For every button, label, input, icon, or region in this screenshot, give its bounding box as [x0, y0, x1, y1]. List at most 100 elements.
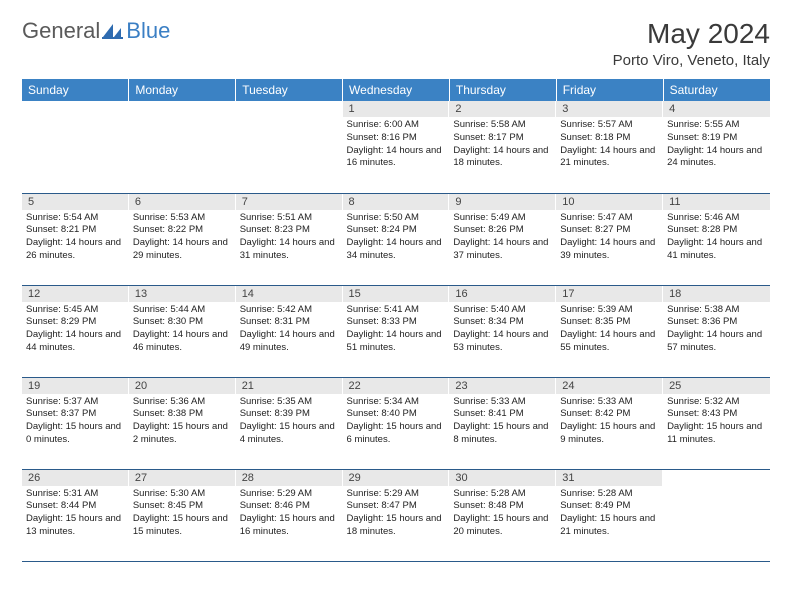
day-number: 22: [343, 378, 450, 394]
calendar-cell: 7Sunrise: 5:51 AMSunset: 8:23 PMDaylight…: [236, 193, 343, 285]
day-number: 25: [663, 378, 770, 394]
weekday-header: Saturday: [663, 79, 770, 101]
calendar-cell: 11Sunrise: 5:46 AMSunset: 8:28 PMDayligh…: [663, 193, 770, 285]
day-details: Sunrise: 6:00 AMSunset: 8:16 PMDaylight:…: [343, 117, 450, 174]
calendar-cell: 30Sunrise: 5:28 AMSunset: 8:48 PMDayligh…: [449, 469, 556, 561]
day-details: Sunrise: 5:30 AMSunset: 8:45 PMDaylight:…: [129, 486, 236, 543]
calendar-cell: 2Sunrise: 5:58 AMSunset: 8:17 PMDaylight…: [449, 101, 556, 193]
day-number: 20: [129, 378, 236, 394]
location: Porto Viro, Veneto, Italy: [613, 52, 770, 69]
day-number: 6: [129, 194, 236, 210]
day-number: 31: [556, 470, 663, 486]
day-number: 18: [663, 286, 770, 302]
calendar-cell: 18Sunrise: 5:38 AMSunset: 8:36 PMDayligh…: [663, 285, 770, 377]
day-number: 14: [236, 286, 343, 302]
day-number: 28: [236, 470, 343, 486]
day-details: Sunrise: 5:29 AMSunset: 8:47 PMDaylight:…: [343, 486, 450, 543]
day-details: Sunrise: 5:55 AMSunset: 8:19 PMDaylight:…: [663, 117, 770, 174]
day-details: Sunrise: 5:46 AMSunset: 8:28 PMDaylight:…: [663, 210, 770, 267]
day-details: Sunrise: 5:40 AMSunset: 8:34 PMDaylight:…: [449, 302, 556, 359]
day-details: [663, 486, 770, 505]
day-number: 3: [556, 101, 663, 117]
day-number: 16: [449, 286, 556, 302]
day-number: 29: [343, 470, 450, 486]
day-number: 21: [236, 378, 343, 394]
calendar-table: Sunday Monday Tuesday Wednesday Thursday…: [22, 79, 770, 562]
calendar-cell: 20Sunrise: 5:36 AMSunset: 8:38 PMDayligh…: [129, 377, 236, 469]
weekday-header: Monday: [129, 79, 236, 101]
logo-sail-icon: [102, 22, 124, 40]
calendar-cell: 25Sunrise: 5:32 AMSunset: 8:43 PMDayligh…: [663, 377, 770, 469]
title-block: May 2024 Porto Viro, Veneto, Italy: [613, 18, 770, 69]
calendar-cell: 31Sunrise: 5:28 AMSunset: 8:49 PMDayligh…: [556, 469, 663, 561]
day-details: Sunrise: 5:32 AMSunset: 8:43 PMDaylight:…: [663, 394, 770, 451]
calendar-cell: 15Sunrise: 5:41 AMSunset: 8:33 PMDayligh…: [343, 285, 450, 377]
day-number: 11: [663, 194, 770, 210]
calendar-cell: 23Sunrise: 5:33 AMSunset: 8:41 PMDayligh…: [449, 377, 556, 469]
calendar-body: 1Sunrise: 6:00 AMSunset: 8:16 PMDaylight…: [22, 101, 770, 561]
calendar-cell: 17Sunrise: 5:39 AMSunset: 8:35 PMDayligh…: [556, 285, 663, 377]
calendar-week-row: 5Sunrise: 5:54 AMSunset: 8:21 PMDaylight…: [22, 193, 770, 285]
day-details: Sunrise: 5:38 AMSunset: 8:36 PMDaylight:…: [663, 302, 770, 359]
day-details: Sunrise: 5:35 AMSunset: 8:39 PMDaylight:…: [236, 394, 343, 451]
calendar-cell: 6Sunrise: 5:53 AMSunset: 8:22 PMDaylight…: [129, 193, 236, 285]
calendar-cell: 21Sunrise: 5:35 AMSunset: 8:39 PMDayligh…: [236, 377, 343, 469]
calendar-cell: 10Sunrise: 5:47 AMSunset: 8:27 PMDayligh…: [556, 193, 663, 285]
day-number: 15: [343, 286, 450, 302]
calendar-week-row: 26Sunrise: 5:31 AMSunset: 8:44 PMDayligh…: [22, 469, 770, 561]
day-details: Sunrise: 5:28 AMSunset: 8:49 PMDaylight:…: [556, 486, 663, 543]
day-details: Sunrise: 5:58 AMSunset: 8:17 PMDaylight:…: [449, 117, 556, 174]
calendar-week-row: 19Sunrise: 5:37 AMSunset: 8:37 PMDayligh…: [22, 377, 770, 469]
day-number: 27: [129, 470, 236, 486]
calendar-cell: [22, 101, 129, 193]
day-details: Sunrise: 5:34 AMSunset: 8:40 PMDaylight:…: [343, 394, 450, 451]
day-number: 30: [449, 470, 556, 486]
weekday-header: Thursday: [449, 79, 556, 101]
day-details: Sunrise: 5:51 AMSunset: 8:23 PMDaylight:…: [236, 210, 343, 267]
day-details: Sunrise: 5:50 AMSunset: 8:24 PMDaylight:…: [343, 210, 450, 267]
day-details: Sunrise: 5:28 AMSunset: 8:48 PMDaylight:…: [449, 486, 556, 543]
header: General Blue May 2024 Porto Viro, Veneto…: [22, 18, 770, 69]
calendar-cell: 1Sunrise: 6:00 AMSunset: 8:16 PMDaylight…: [343, 101, 450, 193]
day-number: 13: [129, 286, 236, 302]
calendar-cell: 12Sunrise: 5:45 AMSunset: 8:29 PMDayligh…: [22, 285, 129, 377]
weekday-header: Wednesday: [343, 79, 450, 101]
day-number: 8: [343, 194, 450, 210]
calendar-cell: 4Sunrise: 5:55 AMSunset: 8:19 PMDaylight…: [663, 101, 770, 193]
day-number: 23: [449, 378, 556, 394]
calendar-cell: 5Sunrise: 5:54 AMSunset: 8:21 PMDaylight…: [22, 193, 129, 285]
weekday-header: Friday: [556, 79, 663, 101]
day-number: 12: [22, 286, 129, 302]
day-details: Sunrise: 5:39 AMSunset: 8:35 PMDaylight:…: [556, 302, 663, 359]
calendar-cell: 27Sunrise: 5:30 AMSunset: 8:45 PMDayligh…: [129, 469, 236, 561]
weekday-header: Tuesday: [236, 79, 343, 101]
day-details: Sunrise: 5:42 AMSunset: 8:31 PMDaylight:…: [236, 302, 343, 359]
day-details: Sunrise: 5:36 AMSunset: 8:38 PMDaylight:…: [129, 394, 236, 451]
logo-text-blue: Blue: [126, 18, 170, 44]
day-number: [129, 101, 236, 117]
calendar-cell: 14Sunrise: 5:42 AMSunset: 8:31 PMDayligh…: [236, 285, 343, 377]
day-details: Sunrise: 5:33 AMSunset: 8:42 PMDaylight:…: [556, 394, 663, 451]
day-number: 4: [663, 101, 770, 117]
day-details: Sunrise: 5:44 AMSunset: 8:30 PMDaylight:…: [129, 302, 236, 359]
logo: General Blue: [22, 18, 170, 44]
day-details: [22, 117, 129, 136]
calendar-cell: [236, 101, 343, 193]
day-number: [22, 101, 129, 117]
day-details: Sunrise: 5:53 AMSunset: 8:22 PMDaylight:…: [129, 210, 236, 267]
day-details: Sunrise: 5:31 AMSunset: 8:44 PMDaylight:…: [22, 486, 129, 543]
day-details: Sunrise: 5:29 AMSunset: 8:46 PMDaylight:…: [236, 486, 343, 543]
calendar-cell: 26Sunrise: 5:31 AMSunset: 8:44 PMDayligh…: [22, 469, 129, 561]
calendar-cell: 9Sunrise: 5:49 AMSunset: 8:26 PMDaylight…: [449, 193, 556, 285]
day-number: [236, 101, 343, 117]
calendar-cell: 3Sunrise: 5:57 AMSunset: 8:18 PMDaylight…: [556, 101, 663, 193]
day-number: 5: [22, 194, 129, 210]
day-number: [663, 470, 770, 486]
day-number: 10: [556, 194, 663, 210]
calendar-cell: 28Sunrise: 5:29 AMSunset: 8:46 PMDayligh…: [236, 469, 343, 561]
calendar-cell: [129, 101, 236, 193]
calendar-cell: 13Sunrise: 5:44 AMSunset: 8:30 PMDayligh…: [129, 285, 236, 377]
calendar-cell: 22Sunrise: 5:34 AMSunset: 8:40 PMDayligh…: [343, 377, 450, 469]
day-details: [129, 117, 236, 136]
day-number: 2: [449, 101, 556, 117]
